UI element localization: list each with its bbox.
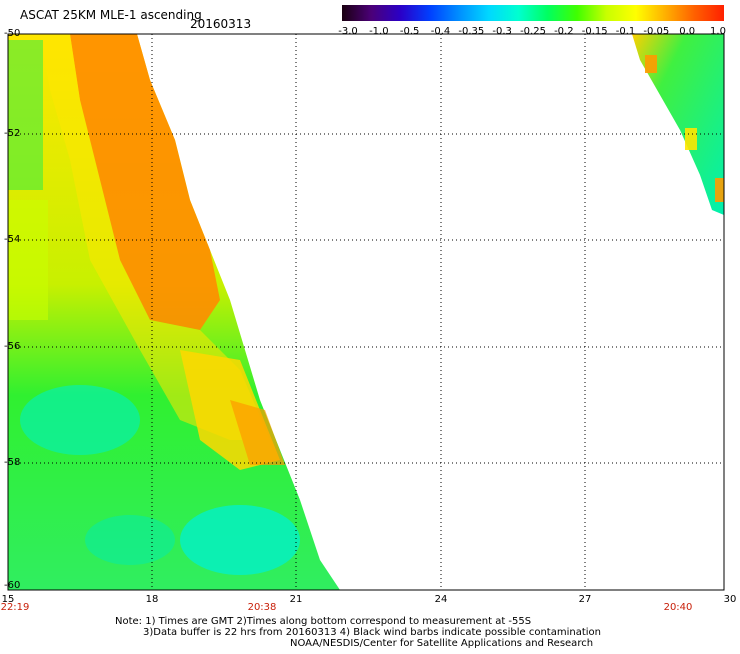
east-swath-orange-1 [645, 55, 657, 73]
west-swath-cyan-patch-1 [20, 385, 140, 455]
time-label: 22:19 [0, 602, 30, 613]
west-swath-left-yellow [8, 200, 48, 320]
y-tick-label: -60 [4, 580, 21, 591]
y-tick-label: -58 [4, 457, 21, 468]
time-label: 20:38 [247, 602, 277, 613]
west-swath-lower-orange [230, 400, 285, 465]
west-swath-cyan-patch-3 [85, 515, 175, 565]
colorbar-tick-label: -0.1 [615, 26, 636, 37]
colorbar-tick-label: -0.2 [554, 26, 574, 37]
x-tick-label: 18 [145, 594, 159, 605]
chart-date: 20160313 [190, 17, 252, 31]
y-tick-label: -56 [4, 341, 21, 352]
colorbar-tick-label: -3.0 [338, 26, 358, 37]
colorbar-tick-label: -0.4 [430, 26, 451, 37]
east-swath-yellow [685, 128, 697, 150]
time-label: 20:40 [663, 602, 693, 613]
colorbar-tick-label: -0.5 [399, 26, 420, 37]
colorbar-tick-label: -0.25 [520, 26, 546, 37]
x-tick-label: 24 [434, 594, 448, 605]
west-swath-orange-band [70, 34, 220, 330]
y-tick-label: -54 [4, 234, 21, 245]
west-swath-cyan-patch-2 [180, 505, 300, 575]
east-swath [632, 34, 724, 215]
plot-frame [7, 33, 725, 591]
west-swath-left-green [8, 40, 43, 190]
x-tick-label: 15 [1, 594, 15, 605]
colorbar-tick-label: 1.0 [710, 26, 726, 37]
x-tick-label: 27 [578, 594, 592, 605]
grid [8, 34, 724, 590]
note-line-2: 3)Data buffer is 22 hrs from 20160313 4)… [143, 627, 601, 638]
y-tick-label: -50 [4, 28, 21, 39]
colorbar-tick-label: -0.3 [492, 26, 512, 37]
x-tick-label: 30 [723, 594, 737, 605]
note-line-1: Note: 1) Times are GMT 2)Times along bot… [115, 616, 532, 627]
colorbar-tick-label: -0.05 [643, 26, 670, 37]
x-tick-label: 21 [289, 594, 303, 605]
colorbar [342, 5, 724, 21]
colorbar-tick-label: -1.0 [369, 26, 389, 37]
colorbar-gradient [342, 5, 724, 21]
colorbar-tick-label: 0.0 [679, 26, 696, 37]
chart-title: ASCAT 25KM MLE-1 ascending [20, 8, 202, 22]
east-swath-orange-2 [715, 178, 724, 202]
note-line-3: NOAA/NESDIS/Center for Satellite Applica… [290, 638, 594, 649]
colorbar-tick-label: -0.35 [458, 26, 485, 37]
y-tick-label: -52 [4, 128, 21, 139]
colorbar-tick-label: -0.15 [581, 26, 608, 37]
